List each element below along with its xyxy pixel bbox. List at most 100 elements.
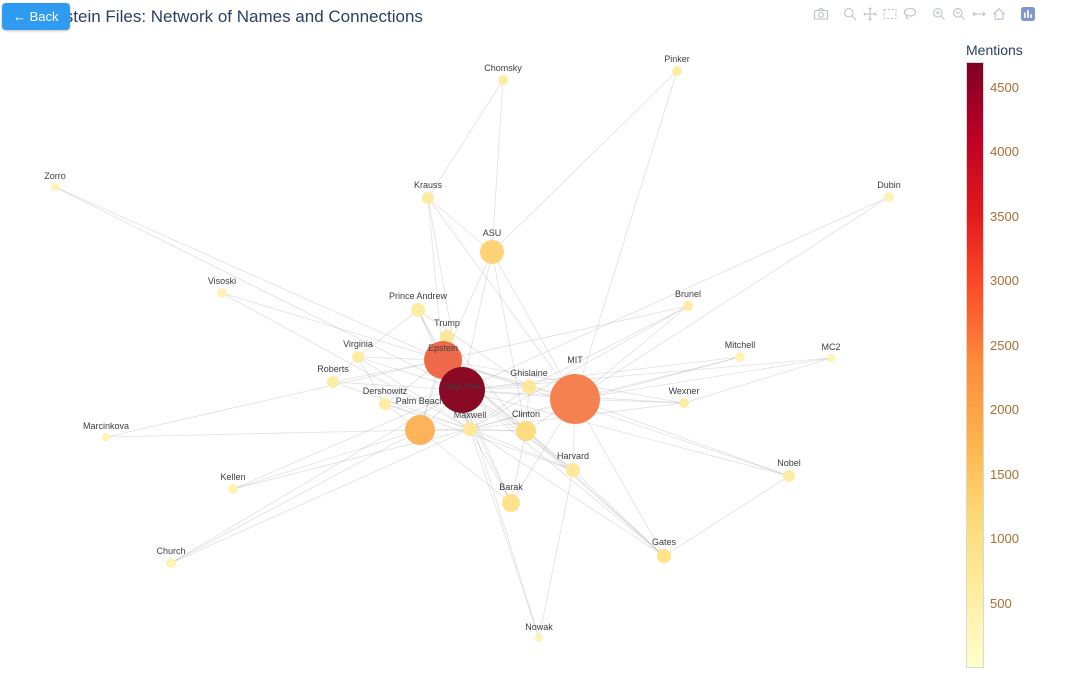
node-mit[interactable] bbox=[550, 374, 600, 424]
edge bbox=[384, 403, 471, 430]
node-label: New York bbox=[443, 381, 482, 391]
node-virginia[interactable] bbox=[352, 351, 364, 363]
edge bbox=[419, 429, 512, 504]
node-label: Mitchell bbox=[725, 340, 756, 350]
edge bbox=[663, 475, 790, 557]
reset-axes-icon[interactable] bbox=[989, 4, 1009, 24]
labels-layer: Chomsky Pinker Zorro Krauss Dubin ASU Visoski P… bbox=[44, 54, 901, 632]
box-select-icon[interactable] bbox=[880, 4, 900, 24]
node-label: Palm Beach bbox=[396, 396, 445, 406]
plotly-logo-icon[interactable] bbox=[1018, 4, 1038, 24]
edge bbox=[461, 356, 741, 391]
node-harvard[interactable] bbox=[566, 463, 580, 477]
edge bbox=[461, 196, 890, 391]
edge bbox=[469, 428, 574, 471]
edge bbox=[384, 403, 574, 471]
node-asu[interactable] bbox=[480, 240, 504, 264]
node-visoski[interactable] bbox=[217, 288, 227, 298]
node-label: ASU bbox=[483, 228, 502, 238]
node-label: Pinker bbox=[664, 54, 690, 64]
pan-icon[interactable] bbox=[860, 4, 880, 24]
edge bbox=[105, 429, 421, 438]
node-mc2[interactable] bbox=[827, 354, 835, 362]
node-label: Harvard bbox=[557, 451, 589, 461]
node-label: Barak bbox=[499, 482, 523, 492]
node-label: Kellen bbox=[220, 472, 245, 482]
node-chomsky[interactable] bbox=[498, 75, 508, 85]
edge bbox=[510, 430, 527, 504]
edge bbox=[232, 429, 421, 490]
edge bbox=[357, 356, 386, 405]
node-label: Dubin bbox=[877, 180, 901, 190]
node-label: Maxwell bbox=[454, 410, 487, 420]
node-trump[interactable] bbox=[440, 330, 454, 344]
edge bbox=[574, 70, 678, 400]
edge bbox=[417, 309, 530, 388]
node-marcinkova[interactable] bbox=[102, 433, 110, 441]
node-label: Dershowitz bbox=[363, 386, 408, 396]
zoom-in-icon[interactable] bbox=[929, 4, 949, 24]
zoom-out-icon[interactable] bbox=[949, 4, 969, 24]
edge bbox=[574, 357, 832, 400]
page-title: Epstein Files: Network of Names and Conn… bbox=[44, 7, 423, 26]
zoom-icon[interactable] bbox=[840, 4, 860, 24]
edge bbox=[528, 305, 689, 388]
edge bbox=[525, 430, 574, 471]
edge bbox=[538, 469, 574, 639]
edge bbox=[574, 398, 665, 557]
node-label: Roberts bbox=[317, 364, 349, 374]
node-mitchell[interactable] bbox=[735, 352, 745, 362]
autoscale-icon[interactable] bbox=[969, 4, 989, 24]
node-kellen[interactable] bbox=[228, 484, 238, 494]
edge bbox=[170, 429, 421, 564]
node-dershowitz[interactable] bbox=[379, 398, 391, 410]
node-label: Trump bbox=[434, 318, 460, 328]
node-label: Wexner bbox=[669, 386, 700, 396]
edge bbox=[469, 428, 665, 557]
back-button[interactable]: ← Back bbox=[2, 3, 70, 30]
node-ghislaine[interactable] bbox=[522, 380, 536, 394]
node-roberts[interactable] bbox=[327, 376, 339, 388]
node-brunel[interactable] bbox=[683, 301, 693, 311]
edge bbox=[357, 309, 419, 358]
edge bbox=[105, 359, 444, 438]
edge bbox=[54, 186, 463, 391]
node-krauss[interactable] bbox=[422, 192, 434, 204]
camera-icon[interactable] bbox=[811, 4, 831, 24]
node-clinton[interactable] bbox=[516, 421, 536, 441]
node-pinker[interactable] bbox=[672, 66, 682, 76]
edge bbox=[469, 356, 741, 430]
node-label: Krauss bbox=[414, 180, 443, 190]
node-label: Epstein bbox=[428, 343, 458, 353]
node-new-york[interactable] bbox=[439, 367, 485, 413]
node-label: Church bbox=[156, 546, 185, 556]
lasso-icon[interactable] bbox=[900, 4, 920, 24]
node-nowak[interactable] bbox=[535, 634, 543, 642]
node-label: Zorro bbox=[44, 171, 66, 181]
node-label: Marcinkova bbox=[83, 421, 129, 431]
node-label: Visoski bbox=[208, 276, 236, 286]
node-zorro[interactable] bbox=[51, 183, 59, 191]
nodes-layer bbox=[51, 66, 894, 642]
node-palm-beach[interactable] bbox=[405, 415, 435, 445]
edge bbox=[357, 356, 471, 430]
node-prince-andrew[interactable] bbox=[411, 303, 425, 317]
edge bbox=[491, 70, 678, 253]
node-church[interactable] bbox=[166, 558, 176, 568]
node-label: Chomsky bbox=[484, 63, 522, 73]
node-label: MIT bbox=[567, 355, 583, 365]
edge bbox=[491, 79, 504, 253]
node-gates[interactable] bbox=[657, 549, 671, 563]
edge bbox=[491, 251, 527, 432]
node-label: Ghislaine bbox=[510, 368, 548, 378]
node-label: Nowak bbox=[525, 622, 553, 632]
edge bbox=[461, 389, 665, 557]
edge bbox=[427, 197, 444, 361]
edge bbox=[491, 251, 576, 400]
node-barak[interactable] bbox=[502, 494, 520, 512]
node-wexner[interactable] bbox=[679, 398, 689, 408]
node-nobel[interactable] bbox=[783, 470, 795, 482]
edge bbox=[442, 305, 689, 361]
node-dubin[interactable] bbox=[884, 192, 894, 202]
node-maxwell[interactable] bbox=[463, 422, 477, 436]
